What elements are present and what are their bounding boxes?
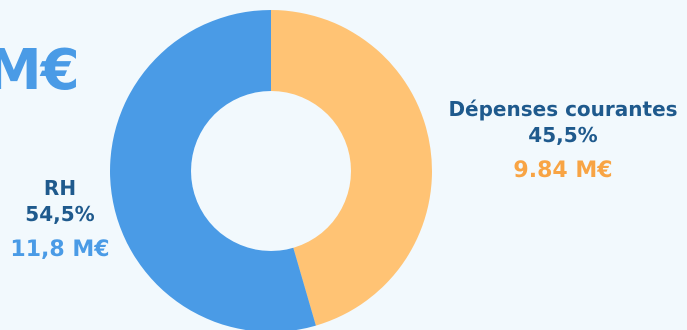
total-amount-label: M€ bbox=[0, 38, 80, 103]
slice-amount-rh: 11,8 M€ bbox=[10, 237, 110, 262]
slice-name-rh: RH bbox=[43, 176, 77, 200]
slice-name-depenses-courantes: Dépenses courantes bbox=[448, 97, 678, 121]
slice-label-depenses-courantes: Dépenses courantes 45,5% 9.84 M€ bbox=[432, 96, 687, 188]
slice-label-rh: RH 54,5% 11,8 M€ bbox=[8, 175, 112, 267]
slice-amount-depenses-courantes: 9.84 M€ bbox=[513, 158, 613, 183]
donut-slice-0 bbox=[271, 10, 432, 326]
donut-hole bbox=[191, 91, 351, 251]
slice-percent-rh: 54,5% bbox=[25, 202, 95, 226]
slice-percent-depenses-courantes: 45,5% bbox=[528, 123, 598, 147]
